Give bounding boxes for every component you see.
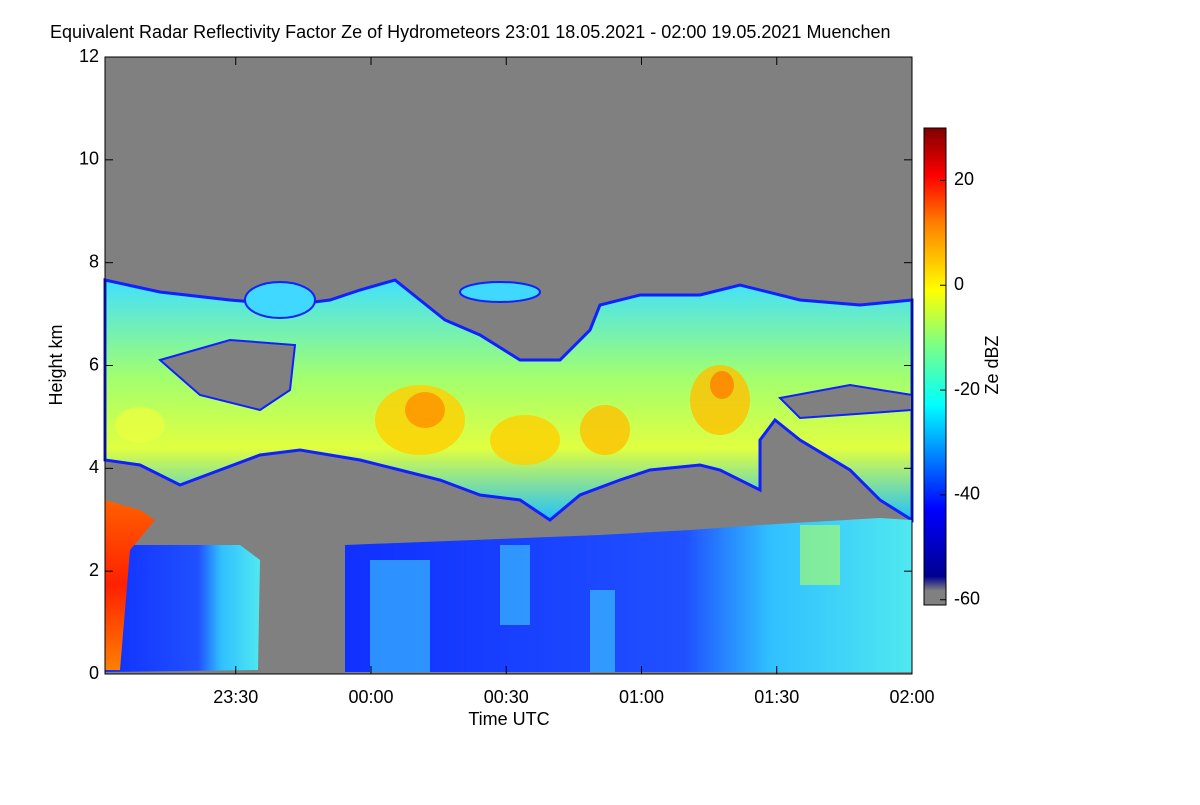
y-tick-label: 10 <box>79 149 99 169</box>
x-tick-label: 01:30 <box>754 687 799 707</box>
chart-title: Equivalent Radar Reflectivity Factor Ze … <box>50 22 891 42</box>
y-tick-label: 12 <box>79 46 99 66</box>
upper-echo <box>459 281 541 303</box>
colorbar-tick-label: -60 <box>954 589 980 609</box>
x-tick-label: 23:30 <box>213 687 258 707</box>
colorbar-tick-label: 20 <box>954 169 974 189</box>
echo-core <box>710 371 734 399</box>
lower-echo <box>345 518 912 672</box>
colorbar-tick-label: 0 <box>954 274 964 294</box>
echo-streak <box>590 590 615 672</box>
echo-gap <box>157 338 297 412</box>
echo-streak <box>800 525 840 585</box>
echo-core <box>115 407 165 443</box>
upper-echo <box>244 281 316 319</box>
x-axis-label: Time UTC <box>468 709 549 729</box>
x-tick-label: 00:30 <box>484 687 529 707</box>
lower-echo <box>105 545 260 672</box>
y-tick-label: 0 <box>89 663 99 683</box>
y-tick-label: 2 <box>89 560 99 580</box>
y-tick-label: 8 <box>89 251 99 271</box>
echo-core <box>580 405 630 455</box>
colorbar-label: Ze dBZ <box>982 335 1002 394</box>
echo-streak <box>370 560 430 672</box>
colorbar <box>923 127 947 606</box>
x-tick-label: 01:00 <box>619 687 664 707</box>
y-tick-label: 6 <box>89 354 99 374</box>
colorbar-tick-label: -20 <box>954 379 980 399</box>
x-tick-label: 00:00 <box>348 687 393 707</box>
upper-echo <box>103 278 914 523</box>
y-axis-label: Height km <box>46 324 66 405</box>
x-tick-label: 02:00 <box>889 687 934 707</box>
echo-core <box>690 365 750 435</box>
echo-core <box>105 500 155 670</box>
y-tick-label: 4 <box>89 457 99 477</box>
echo-core <box>405 392 445 428</box>
echo-streak <box>500 545 530 625</box>
plot-area <box>103 56 914 675</box>
colorbar-tick-label: -40 <box>954 484 980 504</box>
echo-core <box>490 415 560 465</box>
